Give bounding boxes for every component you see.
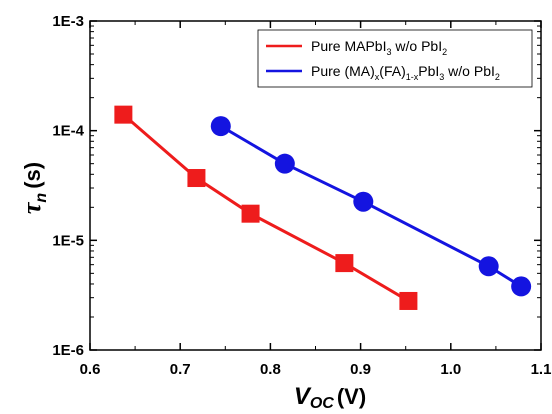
series-1-point	[478, 256, 499, 277]
series-1-point	[353, 191, 374, 212]
y-tick-label: 1E-6	[52, 342, 84, 359]
x-tick-label: 0.6	[80, 361, 101, 378]
y-tick-label: 1E-4	[52, 123, 84, 140]
series-0-point	[335, 254, 354, 273]
x-tick-label: 0.7	[170, 361, 191, 378]
series-1-point	[511, 276, 532, 297]
series-0-point	[399, 291, 418, 310]
series-layer	[114, 105, 532, 310]
series-0-point	[187, 169, 206, 188]
y-axis-label: τn(s)	[17, 162, 50, 214]
legend: Pure MAPbI3 w/o PbI2 Pure (MA)x(FA)1-xPb…	[257, 29, 533, 88]
legend-box	[257, 29, 533, 88]
x-tick-label: 1.1	[531, 361, 552, 378]
x-axis-label: VOC (V)	[294, 383, 366, 412]
series-1-point	[274, 153, 295, 174]
x-tick-label: 0.8	[260, 361, 281, 378]
x-tick-labels: 0.6 0.7 0.8 0.9 1.0 1.1	[80, 361, 552, 378]
x-tick-label: 1.0	[440, 361, 461, 378]
series-0-point	[241, 204, 260, 223]
y-tick-label: 1E-3	[52, 13, 84, 30]
legend-label-mafapbi3: Pure (MA)x(FA)1-xPbI3 w/o PbI2	[311, 63, 500, 82]
y-tick-labels: 1E-6 1E-5 1E-4 1E-3	[52, 13, 84, 359]
series-1-point	[210, 116, 231, 137]
y-tick-label: 1E-5	[52, 232, 84, 249]
series-0-point	[114, 105, 133, 124]
legend-label-mapbi3: Pure MAPbI3 w/o PbI2	[311, 38, 447, 57]
x-tick-label: 0.9	[350, 361, 371, 378]
axis-ticks	[89, 20, 542, 351]
